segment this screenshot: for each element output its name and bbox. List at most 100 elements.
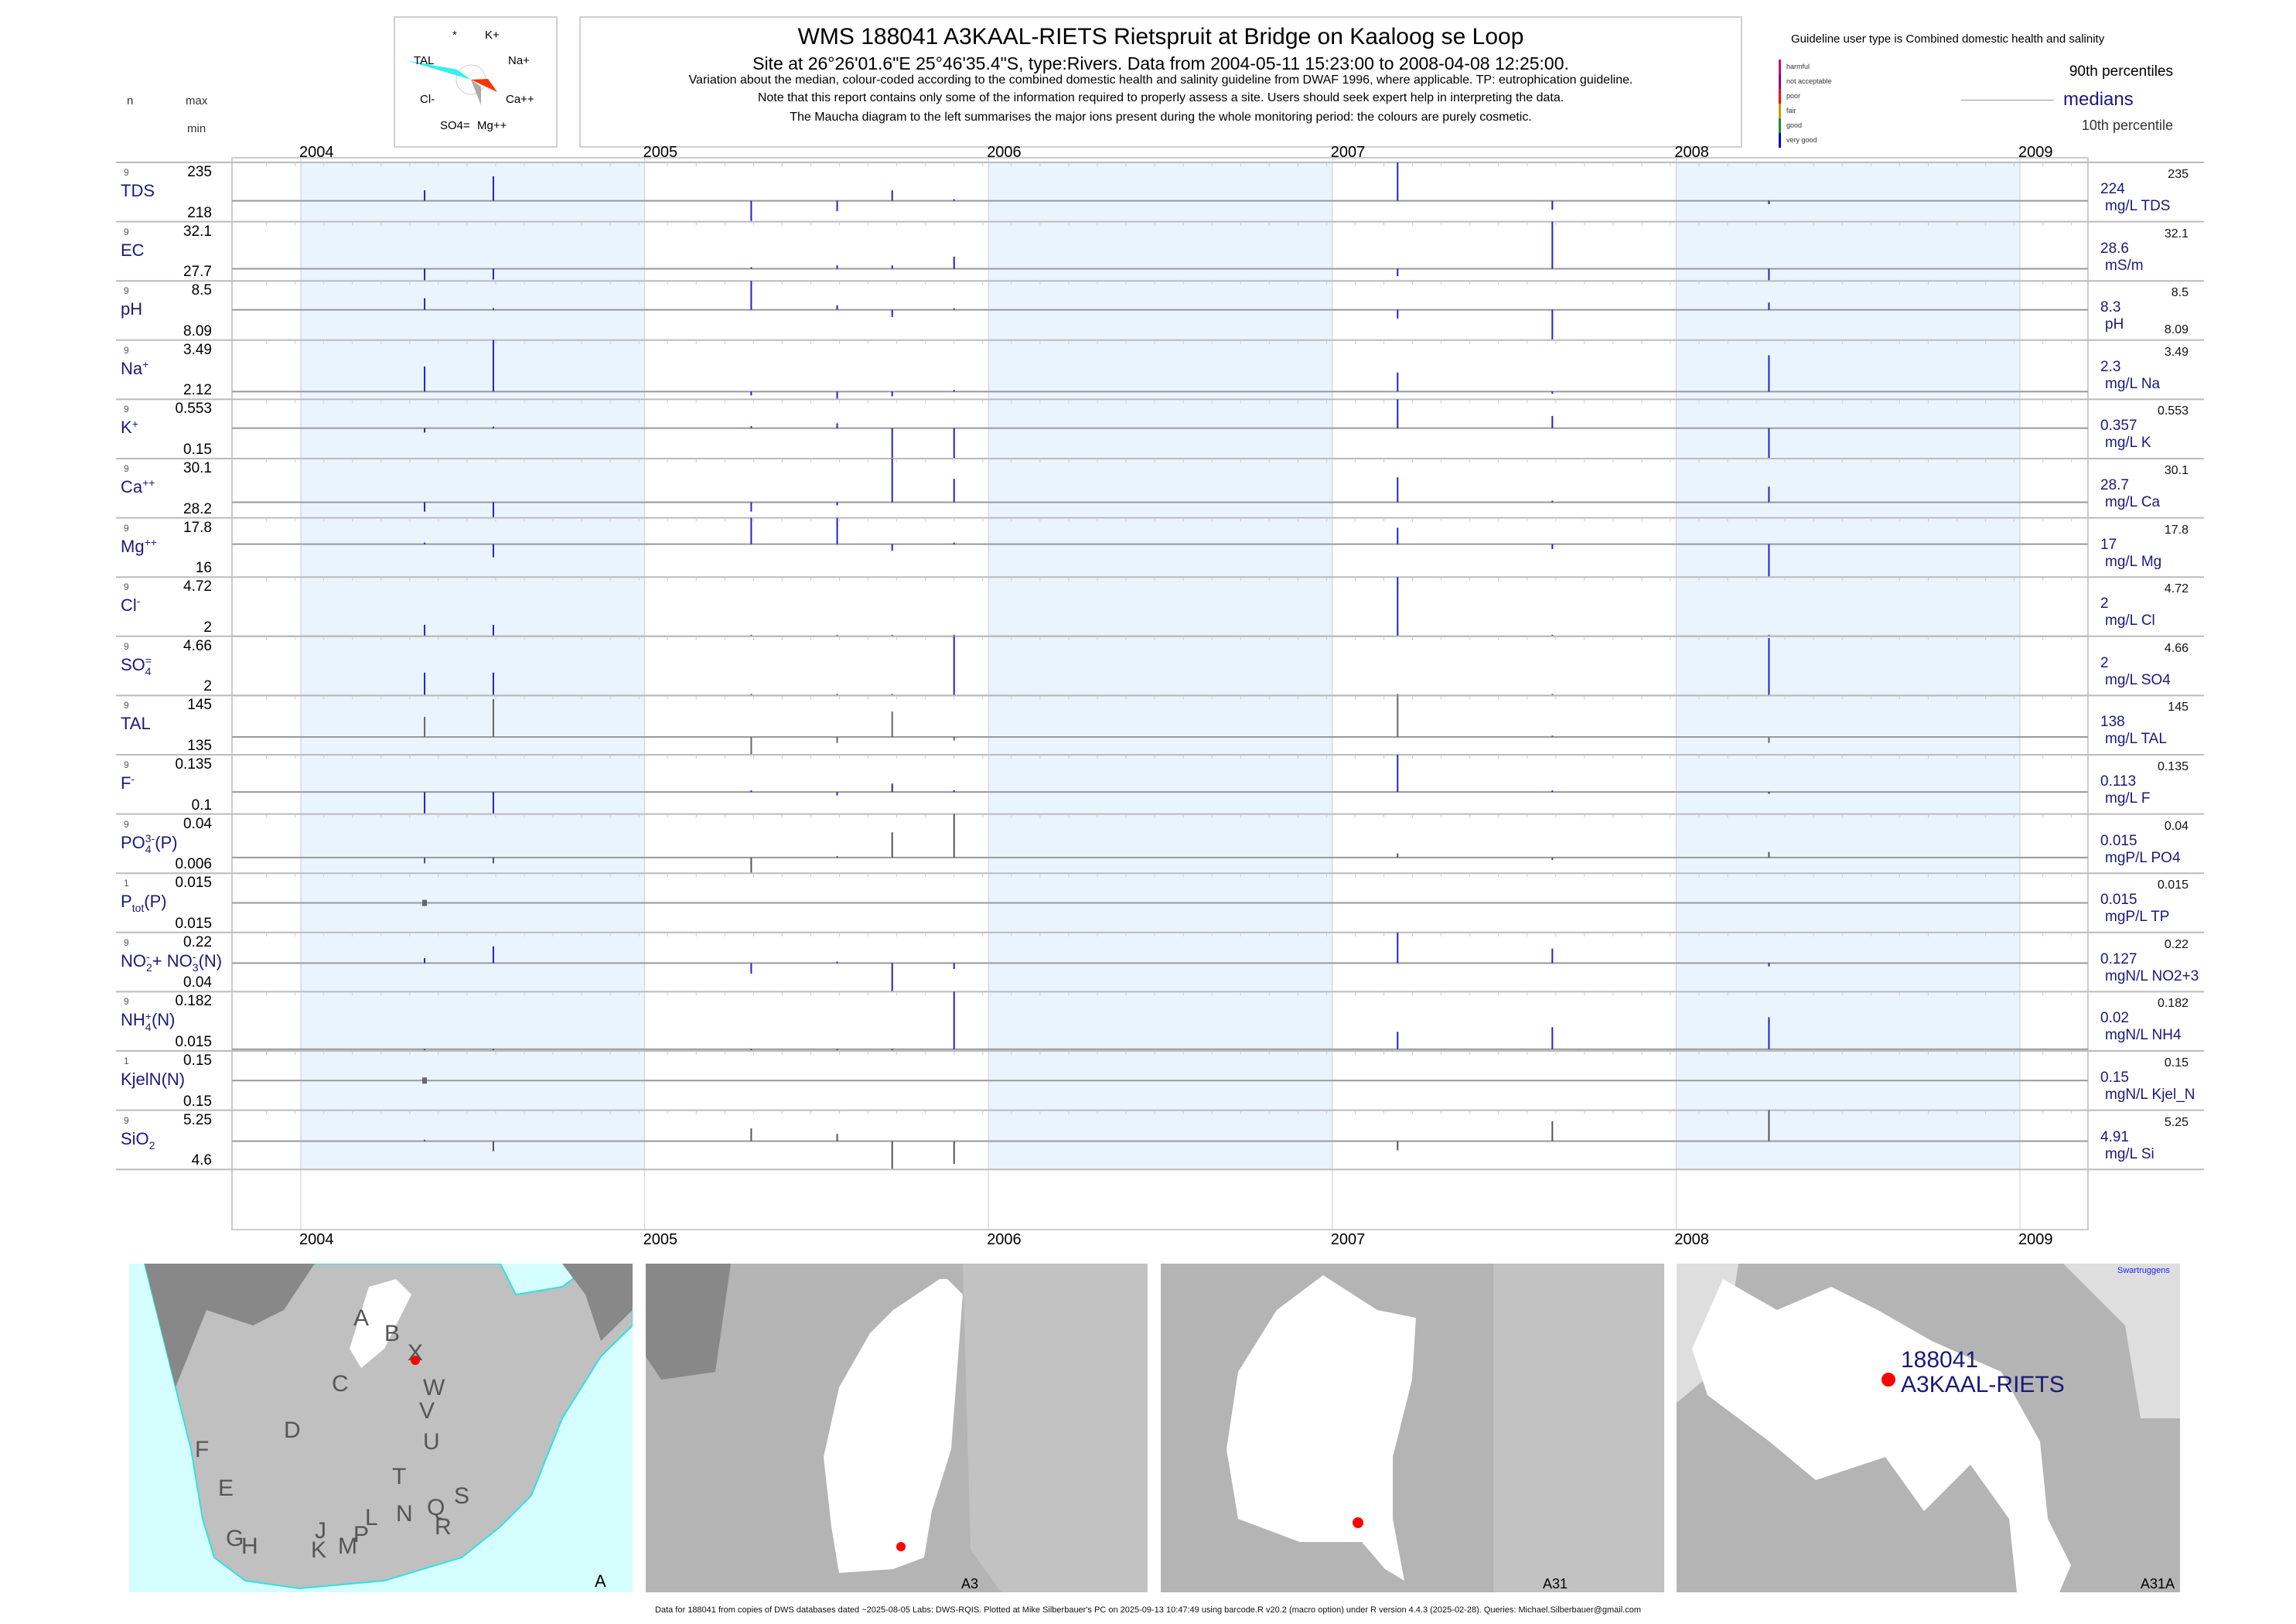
sample-marker [422, 1077, 428, 1084]
legend-color-bar [1779, 74, 1781, 89]
maucha-label: K+ [485, 29, 500, 42]
year-label-bottom: 2007 [1330, 1231, 1366, 1248]
region-letter: A [353, 1305, 369, 1331]
row-min: 0.015 [175, 915, 212, 932]
row-right-max: 0.04 [2164, 819, 2189, 833]
parameter-name: Cl - [121, 595, 140, 617]
row-max: 8.5 [191, 282, 212, 299]
site-marker [896, 1542, 906, 1551]
row-unit: mg/L Cl [2105, 612, 2155, 629]
row-max: 0.15 [183, 1053, 212, 1069]
note-median: Variation about the median, colour-coded… [688, 73, 1633, 87]
row-unit: mg/L SO4 [2105, 671, 2171, 688]
row-max: 32.1 [183, 223, 212, 240]
maucha-label: Ca++ [506, 93, 534, 106]
row-median-value: 0.015 [2100, 832, 2137, 849]
row-unit: mg/L TDS [2105, 198, 2171, 214]
land-south-africa [143, 1264, 633, 1590]
row-max: 0.182 [175, 993, 212, 1010]
maucha-ca-segment [471, 79, 497, 92]
year-band [1676, 162, 2020, 1170]
row-median-value: 8.3 [2100, 299, 2121, 316]
row-right-max: 0.22 [2164, 937, 2189, 951]
column-header-min: min [187, 122, 206, 135]
row-max: 145 [187, 697, 212, 714]
parameter-name: SiO 2 [121, 1129, 155, 1151]
parameter-name: TDS [121, 181, 155, 201]
row-unit: mg/L Mg [2105, 553, 2162, 570]
site-marker [411, 1356, 420, 1365]
parameter-name: NO -2 + NO -3 (N) [121, 951, 222, 973]
row-count: 9 [124, 700, 129, 711]
legend-class-label: not acceptable [1786, 77, 1832, 85]
row-min: 2 [203, 619, 212, 636]
name-text: TAL [121, 714, 151, 734]
name-text: pH [121, 299, 143, 319]
row-median-value: 2.3 [2100, 358, 2121, 375]
name-text: + NO [152, 950, 193, 971]
row-unit: mg/L Si [2105, 1145, 2154, 1162]
name-script: ++ [144, 535, 157, 548]
maucha-tal-segment [406, 60, 471, 80]
row-unit: pH [2105, 316, 2124, 333]
region-letter: V [419, 1398, 435, 1424]
region-letter: N [396, 1501, 413, 1527]
land-namibia [145, 1264, 315, 1387]
site-code-label: A3KAAL-RIETS [1901, 1372, 2065, 1397]
row-unit: mg/L K [2105, 435, 2151, 452]
note-expert: Note that this report contains only some… [757, 91, 1564, 104]
parameter-name: K + [121, 418, 138, 439]
adjacent-catchment [963, 1264, 1148, 1592]
row-unit: mgN/L NH4 [2105, 1027, 2182, 1044]
name-script: -2 [146, 950, 152, 974]
name-text: K [121, 418, 132, 438]
row-count: 9 [124, 226, 129, 237]
name-script: - [136, 595, 141, 608]
region-letter: X [408, 1340, 423, 1366]
plot-frame [231, 157, 2089, 1230]
legend-medians: medians [2063, 89, 2134, 110]
name-script: tot [131, 902, 145, 915]
row-median-value: 224 [2100, 181, 2125, 197]
catchment-a3 [824, 1279, 963, 1573]
row-count: 9 [124, 522, 129, 534]
map-label: A [595, 1571, 606, 1591]
row-min: 16 [195, 560, 212, 577]
region-letter: K [311, 1537, 326, 1563]
row-right-max: 4.72 [2164, 582, 2189, 596]
row-unit: mg/L F [2105, 790, 2151, 807]
region-letter: B [384, 1321, 400, 1346]
name-text: NO [121, 950, 146, 971]
year-label-bottom: 2006 [987, 1231, 1022, 1248]
row-unit: mgN/L NO2+3 [2105, 967, 2199, 984]
row-max: 0.22 [183, 933, 212, 950]
legend-color-bar [1779, 133, 1781, 148]
maucha-diagram: * K+ Na+ Ca++ Mg++ SO4= Cl- TAL [406, 29, 534, 132]
name-text: (N) [198, 950, 223, 971]
name-script: 2 [148, 1138, 155, 1151]
name-text: TDS [121, 181, 155, 200]
parameter-name: NH +4 (N) [121, 1010, 176, 1032]
name-text: Ca [121, 477, 143, 496]
row-median-value: 0.015 [2100, 892, 2137, 909]
name-script: -3 [192, 950, 199, 974]
maucha-label: * [452, 29, 457, 42]
name-script: 3- 4 [145, 831, 155, 855]
row-min: 0.04 [183, 974, 212, 991]
row-min: 28.2 [183, 500, 212, 517]
row-unit: mg/L Na [2105, 375, 2161, 392]
name-script: +4 [145, 1009, 152, 1033]
row-min: 0.15 [183, 442, 212, 458]
region-letter: U [423, 1429, 440, 1455]
catchment-a31 [1226, 1275, 1416, 1581]
row-median-value: 4.91 [2100, 1128, 2129, 1145]
row-right-max: 5.25 [2164, 1115, 2189, 1129]
row-min: 0.006 [175, 856, 212, 873]
maucha-label: Mg++ [477, 119, 507, 132]
name-text: Na [121, 358, 143, 378]
catchment-a31a [1692, 1279, 2071, 1592]
row-max: 0.135 [175, 756, 212, 773]
row-count: 9 [124, 404, 129, 415]
row-count: 1 [124, 1056, 129, 1066]
